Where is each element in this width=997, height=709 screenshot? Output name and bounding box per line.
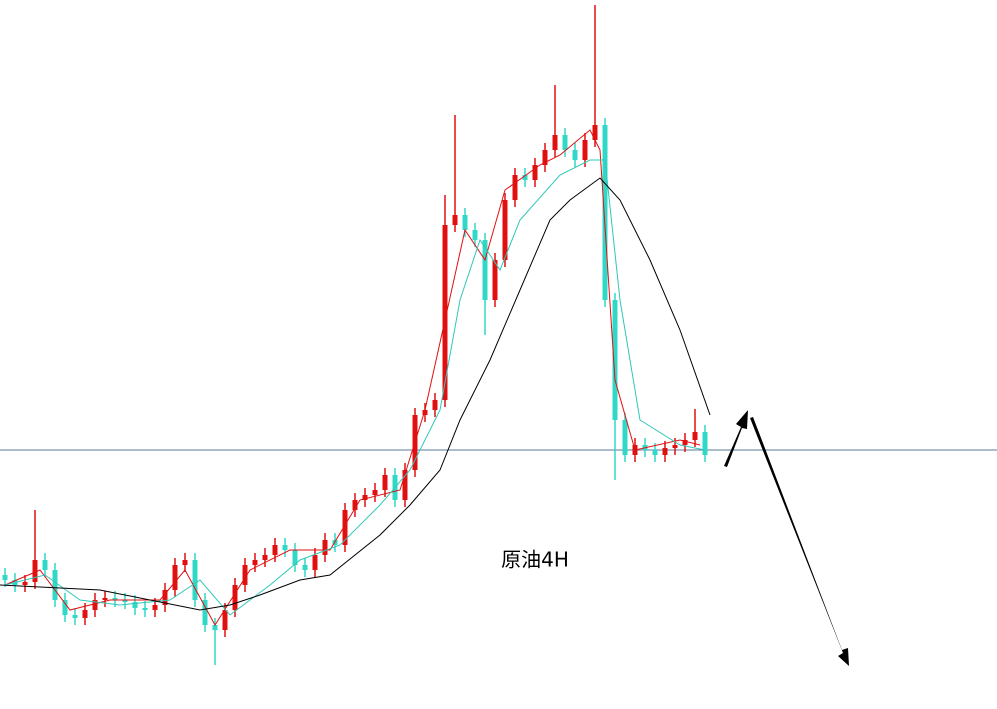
candle-body [112,598,118,600]
candle-body [162,590,168,605]
candle-body [132,602,138,608]
candle-body [302,565,308,570]
annotation: 原油4H [501,548,569,572]
candle-body [652,450,658,455]
candle-body [42,560,48,570]
candle-body [252,560,258,565]
candle-body [532,165,538,180]
moving-average-line [0,177,711,611]
arrow-up [724,410,748,467]
candle-body [52,570,58,600]
candle-body [152,605,158,610]
candle-body [142,608,148,610]
candle-body [222,610,228,630]
candle-body [122,600,128,602]
candle-body [102,598,108,600]
candle-body [602,125,608,300]
candle-body [22,582,28,585]
candle-body [422,410,428,415]
candle-body [672,445,678,448]
candle-body [382,475,388,490]
candle-body [402,470,408,500]
candle-body [212,625,218,630]
candle-body [2,575,8,580]
candle-body [692,432,698,440]
candle-body [312,555,318,570]
candle-body [472,230,478,240]
candle-body [662,448,668,455]
candle-body [62,600,68,615]
arrow-down [750,417,849,666]
candle-body [552,135,558,150]
candle-body [582,140,588,160]
candle-body [82,610,88,618]
candle-body [562,135,568,150]
candle-body [182,560,188,565]
candle-body [282,545,288,550]
candle-body [202,600,208,625]
candle-body [522,175,528,180]
candle-body [192,560,198,600]
candle-body [452,215,458,225]
candle-body [432,400,438,410]
moving-average-line [4,159,706,616]
candle-body [442,225,448,400]
candle-body [352,500,358,510]
candle-body [272,545,278,555]
candle-body [622,420,628,455]
candle-body [612,300,618,420]
candle-body [362,495,368,500]
candle-body [322,540,328,555]
candle-body [492,260,498,300]
candle-body [32,560,38,582]
candle-body [172,565,178,590]
candle-body [342,510,348,545]
moving-average-line [4,129,701,626]
candle-body [502,200,508,260]
candle-body [92,600,98,610]
candle-body [482,240,488,300]
candle-body [232,585,238,610]
candle-body [592,125,598,140]
candle-body [262,555,268,560]
candle-body [372,490,378,495]
candle-body [72,615,78,618]
candle-body [542,150,548,165]
candle-body [292,550,298,565]
candle-body [242,565,248,585]
candle-body [462,215,468,230]
candle-body [702,432,708,455]
candle-body [682,440,688,445]
candle-body [572,150,578,160]
candle-body [512,175,518,200]
